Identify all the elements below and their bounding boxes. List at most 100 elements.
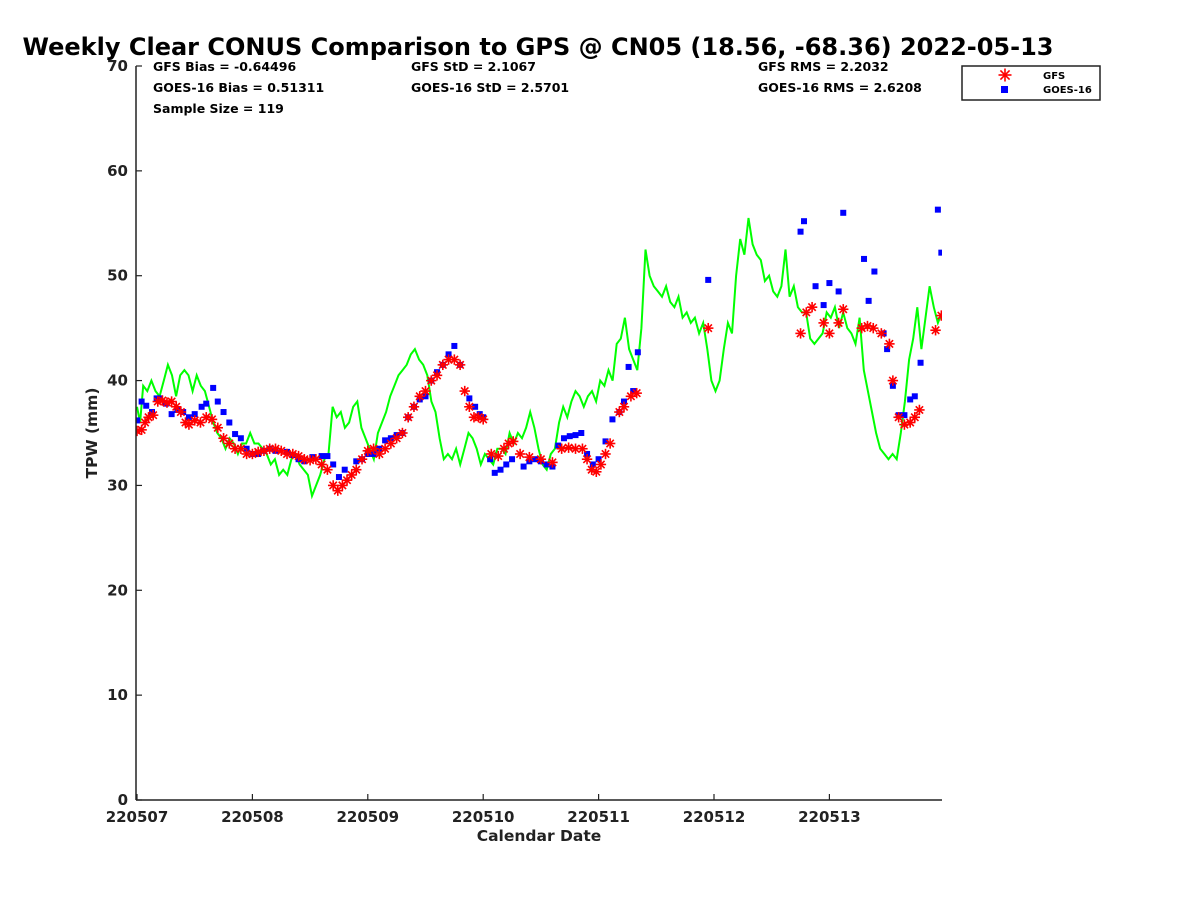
gfs-point	[930, 325, 941, 336]
goes-point	[185, 414, 192, 421]
gfs-point	[420, 385, 431, 397]
goes-point	[620, 398, 627, 405]
gfs-std-text: GFS StD = 2.1067	[411, 59, 536, 74]
gfs-point	[884, 338, 895, 350]
legend-goes-marker	[1001, 86, 1008, 93]
gfs-point	[556, 443, 567, 454]
goes-point	[149, 409, 156, 416]
goes-bias-text: GOES-16 Bias = 0.51311	[153, 80, 324, 95]
gfs-point	[175, 406, 187, 418]
y-ticks: 0 10 20 30 40 50 60 70	[107, 57, 142, 809]
gfs-point	[591, 466, 602, 477]
goes-point	[318, 453, 325, 460]
gfs-point	[212, 422, 223, 433]
gfs-point	[431, 370, 443, 381]
goes-point	[543, 461, 550, 468]
y-tick-label: 0	[118, 791, 128, 809]
x-axis-label: Calendar Date	[477, 827, 602, 845]
gfs-point	[508, 436, 519, 447]
goes-point	[938, 249, 942, 256]
y-tick-label: 10	[107, 686, 128, 704]
goes-point	[934, 206, 941, 213]
gfs-point	[464, 401, 475, 412]
x-tick-label: 220513	[798, 808, 861, 826]
goes-point	[497, 466, 504, 473]
goes-point	[466, 395, 473, 402]
gfs-point	[914, 404, 925, 416]
goes-point	[566, 433, 573, 440]
sample-size-text: Sample Size = 119	[153, 101, 284, 116]
gfs-point	[887, 375, 899, 386]
goes-point	[422, 393, 429, 400]
x-ticks: 220507 220508 220509 220510 220511 220512 2205…	[106, 794, 861, 826]
gfs-point	[876, 328, 887, 339]
gfs-point	[595, 459, 607, 470]
goes-point	[153, 395, 160, 402]
goes-point	[865, 297, 872, 304]
goes-point	[370, 450, 377, 457]
y-tick-label: 40	[107, 372, 128, 390]
goes-point	[595, 456, 602, 463]
gfs-point	[293, 450, 304, 462]
goes-point	[330, 461, 337, 468]
goes-point	[324, 453, 331, 460]
goes-point	[203, 400, 210, 407]
goes-point	[797, 228, 804, 235]
goes-point	[491, 469, 498, 476]
gfs-point	[402, 412, 414, 423]
gfs-point	[327, 480, 339, 491]
gfs-point	[581, 454, 593, 465]
goes-std-text: GOES-16 StD = 2.5701	[411, 80, 569, 95]
gfs-point	[459, 385, 470, 397]
goes-point	[472, 403, 479, 410]
goes-point	[445, 351, 452, 358]
goes-point	[376, 445, 383, 452]
gfs-point	[563, 442, 574, 453]
goes-point	[584, 450, 591, 457]
goes-point	[168, 411, 175, 418]
gfs-rms-text: GFS RMS = 2.2032	[758, 59, 889, 74]
goes-point	[341, 466, 348, 473]
gfs-point	[909, 412, 920, 423]
gfs-point	[618, 401, 630, 412]
goes-point	[143, 402, 150, 409]
goes-point	[191, 411, 198, 418]
gfs-point	[795, 328, 806, 339]
gfs-point	[322, 464, 333, 475]
chart-title: Weekly Clear CONUS Comparison to GPS @ C…	[23, 33, 1054, 61]
legend-gfs-label: GFS	[1043, 71, 1065, 82]
gfs-point	[600, 448, 611, 460]
goes-point	[237, 435, 244, 442]
goes-point	[532, 456, 539, 463]
gfs-point	[356, 454, 368, 465]
goes-point	[220, 409, 227, 416]
x-tick-label: 220512	[683, 808, 746, 826]
goes-rms-text: GOES-16 RMS = 2.6208	[758, 80, 922, 95]
y-tick-label: 60	[107, 162, 128, 180]
gfs-bias-text: GFS Bias = -0.64496	[153, 59, 296, 74]
goes-point	[210, 384, 217, 391]
gfs-point	[524, 451, 535, 463]
goes-point	[801, 218, 808, 225]
goes-point	[232, 431, 239, 438]
gfs-point	[577, 443, 588, 454]
goes-point	[634, 349, 641, 356]
goes-point	[625, 363, 632, 370]
plot-area	[136, 206, 942, 500]
y-tick-label: 70	[107, 57, 128, 75]
goes-point	[226, 419, 233, 426]
gfs-point	[147, 409, 159, 421]
x-tick-label: 220509	[336, 808, 399, 826]
gfs-point	[351, 464, 362, 475]
gfs-point	[454, 359, 466, 371]
goes-point	[138, 398, 145, 405]
goes-point	[214, 398, 221, 405]
goes-point	[901, 412, 908, 419]
goes-point	[560, 435, 567, 442]
gfs-point	[206, 414, 218, 425]
gfs-point	[936, 310, 942, 321]
gfs-point	[547, 457, 558, 468]
y-tick-label: 30	[107, 476, 128, 494]
gfs-point	[631, 387, 642, 399]
